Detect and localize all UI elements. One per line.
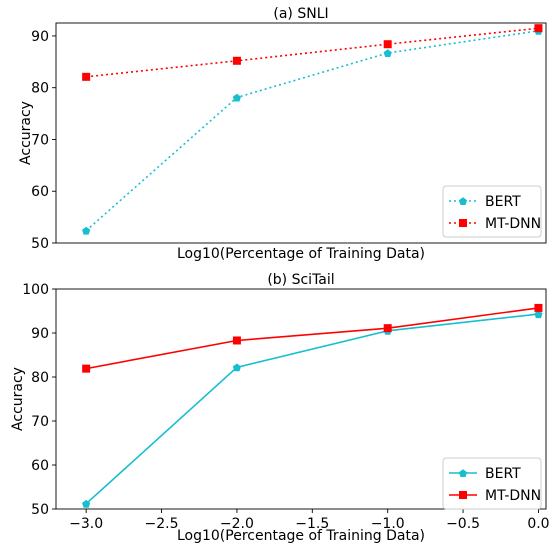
x-tick-label: 0.0: [527, 516, 549, 532]
data-point-mt-dnn: [383, 324, 392, 333]
data-point-mt-dnn: [383, 40, 392, 49]
chart-panel-0: (a) SNLI 50 60 70 80 90 Log10(Percentage of Tr…: [18, 6, 547, 262]
data-point-bert: [82, 226, 91, 235]
data-point-bert: [383, 49, 392, 57]
legend-marker: [458, 197, 468, 205]
y-tick-label: 100: [22, 282, 49, 298]
chart-title: (b) SciTail: [267, 272, 334, 288]
y-axis-label: Accuracy: [18, 101, 34, 165]
legend-marker: [458, 469, 468, 477]
data-point-bert: [82, 499, 91, 508]
plot-frame: [55, 288, 547, 510]
x-tick-label: −2.0: [220, 516, 254, 532]
legend-label: BERT: [485, 466, 521, 482]
y-tick-label: 70: [31, 414, 49, 430]
data-point-mt-dnn: [534, 303, 543, 312]
data-point-mt-dnn: [82, 72, 91, 81]
series-line-mt-dnn: [86, 27, 539, 78]
legend-marker: [459, 491, 467, 499]
legend-box: [442, 457, 542, 510]
y-tick-label: 50: [31, 236, 49, 252]
y-tick-label: 70: [31, 132, 49, 148]
x-tick-label: −3.0: [69, 516, 103, 532]
series-line-mt-dnn: [86, 307, 539, 370]
y-axis-label: Accuracy: [10, 367, 26, 431]
legend-marker: [459, 219, 467, 227]
data-point-bert: [232, 363, 241, 372]
x-axis-label: Log10(Percentage of Training Data): [177, 528, 425, 544]
y-tick-label: 50: [31, 502, 49, 518]
y-tick-label: 80: [31, 81, 49, 97]
x-tick-label: −2.5: [145, 516, 179, 532]
legend-label: BERT: [485, 194, 521, 210]
y-tick-label: 60: [31, 458, 49, 474]
x-axis-label: Log10(Percentage of Training Data): [177, 246, 425, 262]
legend-box: [442, 185, 542, 238]
data-point-mt-dnn: [232, 56, 241, 65]
data-point-bert: [232, 93, 241, 102]
x-tick-label: −1.5: [295, 516, 329, 532]
series-line-bert: [85, 30, 539, 232]
data-point-bert: [534, 310, 543, 319]
x-tick-label: −0.5: [446, 516, 480, 532]
y-tick-label: 90: [31, 29, 49, 45]
series-line-bert: [85, 313, 539, 505]
legend-label: MT-DNN: [485, 488, 541, 504]
y-tick-label: 60: [31, 184, 49, 200]
y-tick-label: 80: [31, 370, 49, 386]
legend-label: MT-DNN: [485, 216, 541, 232]
plot-frame: [55, 22, 547, 244]
data-point-mt-dnn: [232, 336, 241, 345]
data-point-mt-dnn: [534, 24, 543, 33]
x-tick-label: −1.0: [371, 516, 405, 532]
y-tick-label: 90: [31, 326, 49, 342]
chart-title: (a) SNLI: [273, 6, 328, 22]
chart-panel-1: (b) SciTail 50 60 70 80 90 100 −3.0 −2.5 −2.0 −1.5…: [10, 272, 550, 544]
data-point-mt-dnn: [82, 364, 91, 373]
